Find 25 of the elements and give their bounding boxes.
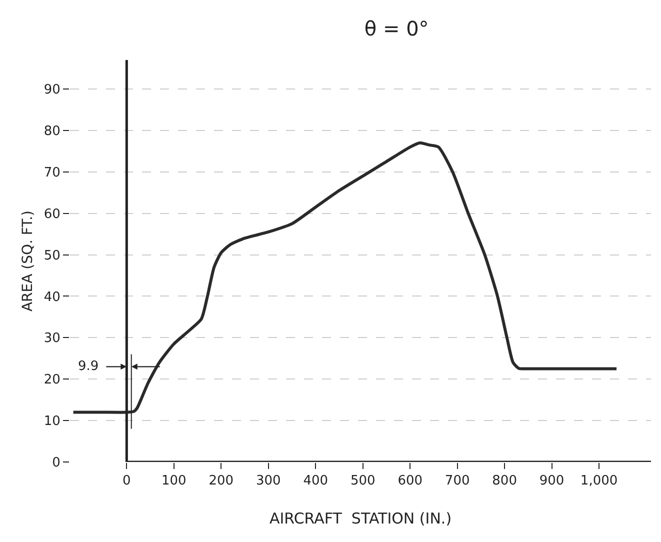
x-tick-label: 300	[256, 474, 281, 489]
y-tick-label: 10	[44, 414, 60, 430]
y-tick-label: 20	[44, 372, 60, 388]
y-tick-label: 0	[52, 456, 60, 471]
x-tick-label: 800	[492, 474, 517, 489]
x-tick-label: 400	[303, 474, 328, 489]
chart-title: θ = 0°	[364, 16, 429, 41]
x-tick-label: 900	[539, 474, 564, 489]
y-tick-label: 40	[44, 290, 60, 305]
x-tick-label: 600	[398, 474, 423, 489]
y-tick-label: 30	[44, 331, 60, 346]
y-tick-label: 50	[44, 248, 60, 264]
y-tick-label: 80	[44, 124, 60, 139]
x-tick-label: 100	[162, 474, 186, 489]
x-tick-label: 700	[444, 474, 470, 489]
y-axis-title: AREA (SQ. FT.)	[20, 210, 36, 312]
y-tick-label: 90	[44, 82, 60, 98]
x-tick-label: 0	[122, 474, 131, 489]
x-axis-title: AIRCRAFT STATION (IN.)	[269, 510, 452, 528]
x-tick-label: 500	[350, 474, 376, 489]
x-tick-label: 200	[208, 474, 234, 489]
x-tick-label: 1,000	[580, 474, 618, 489]
ref-line-label: 9.9	[78, 359, 99, 374]
y-tick-label: 60	[44, 206, 60, 222]
y-tick-label: 70	[44, 165, 60, 180]
